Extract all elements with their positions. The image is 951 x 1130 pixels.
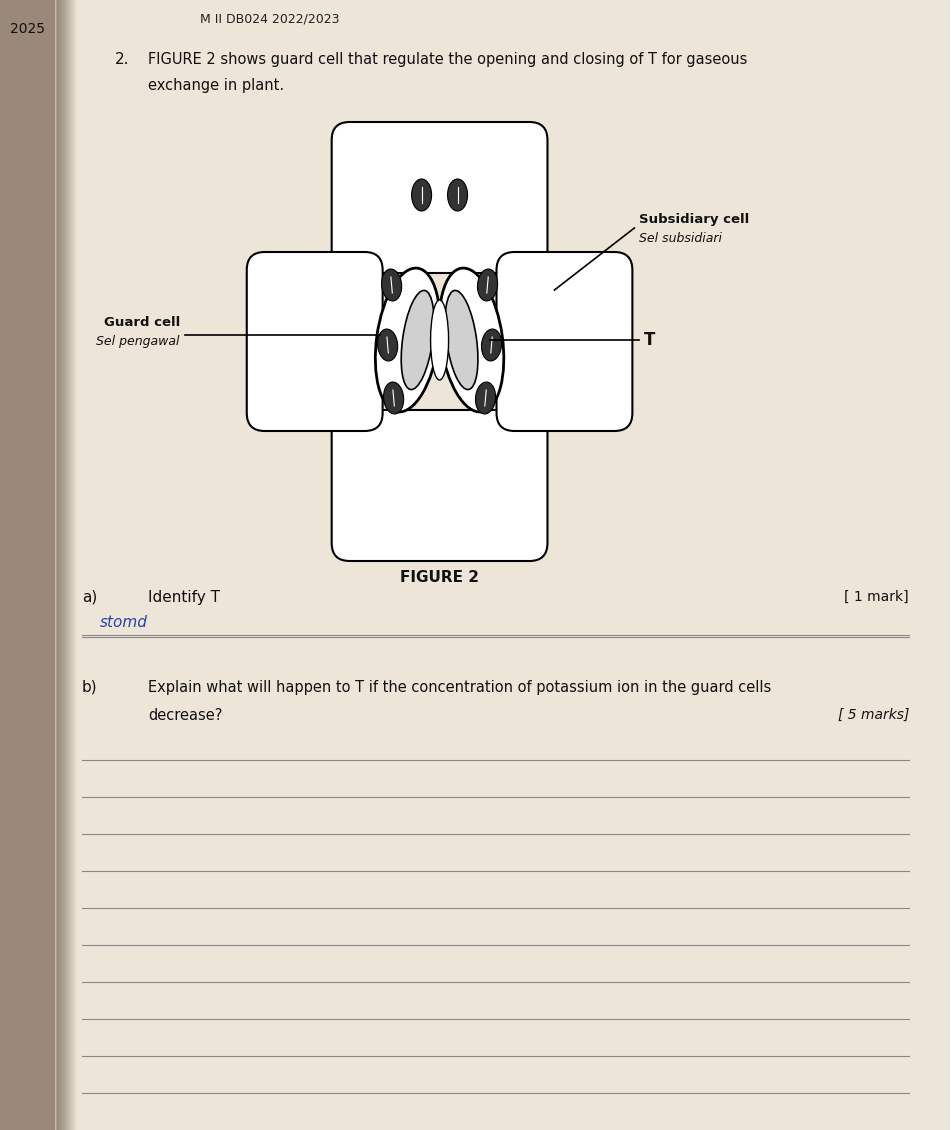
Ellipse shape: [376, 268, 440, 412]
Ellipse shape: [439, 268, 504, 412]
Bar: [70, 0, 73, 1130]
Bar: [58, 0, 61, 1130]
Text: Guard cell: Guard cell: [104, 315, 180, 329]
Ellipse shape: [412, 179, 432, 211]
Ellipse shape: [476, 382, 495, 414]
Bar: [57, 0, 60, 1130]
Bar: [68, 0, 71, 1130]
Bar: [0, 0, 60, 1130]
Bar: [72, 0, 75, 1130]
Ellipse shape: [383, 382, 403, 414]
Bar: [73, 0, 76, 1130]
Text: Subsidiary cell: Subsidiary cell: [639, 214, 749, 226]
FancyBboxPatch shape: [332, 410, 548, 560]
Ellipse shape: [378, 329, 398, 360]
FancyBboxPatch shape: [332, 122, 548, 273]
Text: [ 1 mark]: [ 1 mark]: [844, 590, 909, 605]
Text: T: T: [645, 331, 656, 349]
Ellipse shape: [445, 290, 478, 390]
Bar: [67, 0, 70, 1130]
Bar: [66, 0, 68, 1130]
Ellipse shape: [448, 179, 468, 211]
Ellipse shape: [481, 329, 501, 360]
Bar: [68, 0, 72, 1130]
Ellipse shape: [381, 269, 401, 301]
Ellipse shape: [477, 269, 497, 301]
Text: [ 5 marks]: [ 5 marks]: [838, 709, 909, 722]
Ellipse shape: [401, 290, 434, 390]
Bar: [56, 0, 59, 1130]
Text: Sel subsidiari: Sel subsidiari: [639, 232, 723, 244]
Text: 2.: 2.: [115, 52, 129, 67]
Text: b): b): [82, 680, 98, 695]
Bar: [59, 0, 62, 1130]
Bar: [60, 0, 63, 1130]
Bar: [63, 0, 66, 1130]
Bar: [55, 0, 58, 1130]
Text: a): a): [82, 590, 97, 605]
Bar: [65, 0, 68, 1130]
Text: exchange in plant.: exchange in plant.: [147, 78, 284, 93]
FancyBboxPatch shape: [496, 252, 632, 431]
Text: 2025: 2025: [10, 21, 46, 36]
Ellipse shape: [431, 299, 449, 380]
Bar: [61, 0, 64, 1130]
FancyBboxPatch shape: [246, 252, 382, 431]
Text: FIGURE 2 shows guard cell that regulate the opening and closing of T for gaseous: FIGURE 2 shows guard cell that regulate …: [147, 52, 747, 67]
Bar: [64, 0, 67, 1130]
Text: Explain what will happen to T if the concentration of potassium ion in the guard: Explain what will happen to T if the con…: [147, 680, 771, 695]
Text: Identify T: Identify T: [147, 590, 220, 605]
Text: M II DB024 2022/2023: M II DB024 2022/2023: [200, 12, 340, 25]
Bar: [74, 0, 77, 1130]
Bar: [62, 0, 65, 1130]
Text: stomd: stomd: [100, 615, 147, 631]
Bar: [71, 0, 74, 1130]
Text: FIGURE 2: FIGURE 2: [400, 570, 479, 585]
Text: Sel pengawal: Sel pengawal: [96, 336, 180, 348]
Text: decrease?: decrease?: [147, 709, 223, 723]
